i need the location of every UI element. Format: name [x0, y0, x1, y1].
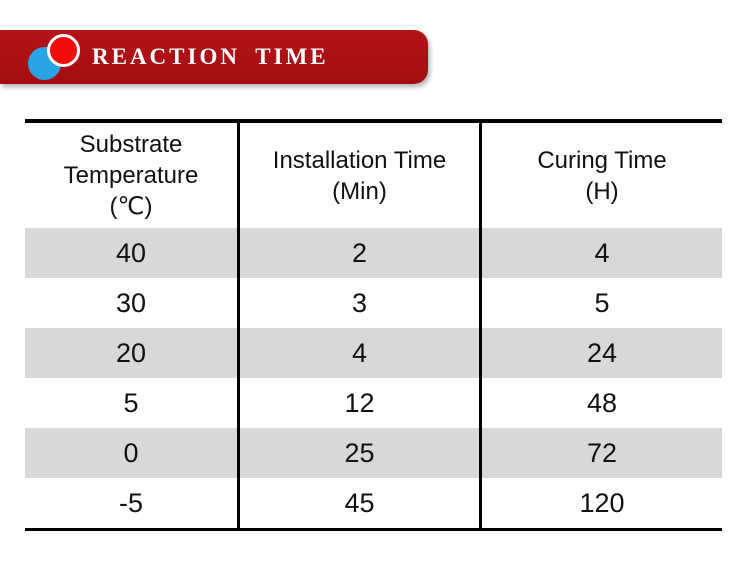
reaction-time-banner: REACTION TIME — [0, 30, 428, 84]
table-row: 20 4 24 — [25, 328, 722, 378]
table-row: 0 25 72 — [25, 428, 722, 478]
table-cell: 12 — [240, 378, 482, 428]
table-cell: 45 — [240, 478, 482, 528]
column-header-curing-time: Curing Time (H) — [537, 146, 667, 205]
table-cell: 48 — [586, 387, 618, 418]
table-cell: -5 — [25, 478, 240, 528]
red-circle-icon — [47, 34, 80, 67]
table-row: -5 45 120 — [25, 478, 722, 528]
table-cell: 5 — [25, 378, 240, 428]
table-cell: 72 — [586, 437, 618, 468]
table-row: 5 12 48 — [25, 378, 722, 428]
table-cell: 2 — [240, 228, 482, 278]
table-cell: 3 — [240, 278, 482, 328]
table-cell: 40 — [25, 228, 240, 278]
table-cell: 4 — [240, 328, 482, 378]
table-cell: 24 — [586, 337, 618, 368]
overlapping-circles-icon — [28, 34, 80, 80]
table-row: 40 2 4 — [25, 228, 722, 278]
table-cell: 30 — [25, 278, 240, 328]
reaction-time-table: Substrate Temperature (℃) Installation T… — [25, 119, 722, 531]
table-header-row: Substrate Temperature (℃) Installation T… — [25, 123, 722, 228]
table-row: 30 3 5 — [25, 278, 722, 328]
table-cell: 4 — [594, 237, 610, 268]
banner-title: REACTION TIME — [92, 44, 329, 69]
column-header-installation-time: Installation Time (Min) — [240, 123, 482, 228]
table-cell: 0 — [25, 428, 240, 478]
column-header-substrate-temperature: Substrate Temperature (℃) — [25, 123, 240, 228]
table-cell: 25 — [240, 428, 482, 478]
table-cell: 20 — [25, 328, 240, 378]
table-cell: 120 — [579, 487, 625, 518]
table-cell: 5 — [594, 287, 610, 318]
